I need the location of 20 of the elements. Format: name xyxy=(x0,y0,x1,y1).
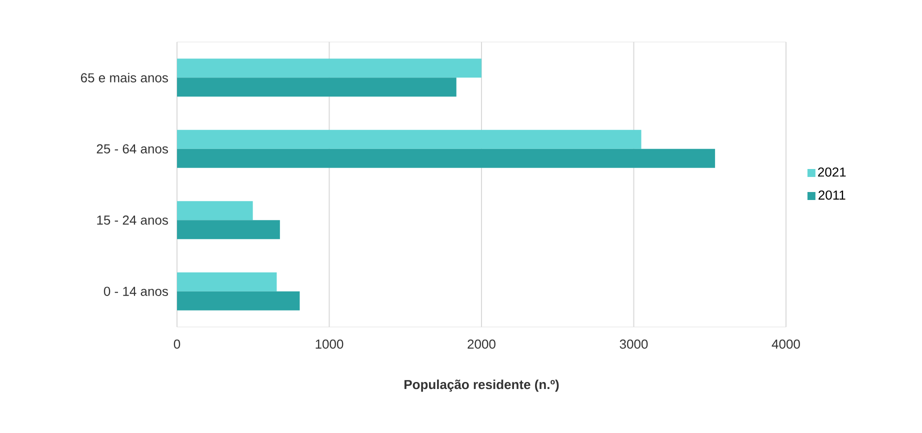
bar xyxy=(177,78,456,97)
bar xyxy=(177,220,280,240)
x-tick-label: 3000 xyxy=(620,340,648,349)
x-tick-label: 0 xyxy=(174,340,180,349)
y-tick-label: 25 - 64 anos xyxy=(96,144,168,154)
bar xyxy=(177,201,253,220)
legend-label: 2011 xyxy=(818,190,846,200)
bar xyxy=(177,291,300,310)
bar xyxy=(177,130,642,149)
x-axis-title: População residente (n.º) xyxy=(404,380,559,392)
bar xyxy=(177,58,482,78)
y-tick-label: 15 - 24 anos xyxy=(97,216,168,225)
bar xyxy=(177,272,277,292)
x-tick-label: 1000 xyxy=(316,340,344,349)
legend-label: 2021 xyxy=(818,167,846,177)
y-tick-label: 0 - 14 anos xyxy=(104,286,168,296)
x-tick-label: 2000 xyxy=(468,340,496,349)
bar xyxy=(177,148,716,168)
y-tick-label: 65 e mais anos xyxy=(80,72,168,82)
x-tick-label: 4000 xyxy=(772,340,800,349)
